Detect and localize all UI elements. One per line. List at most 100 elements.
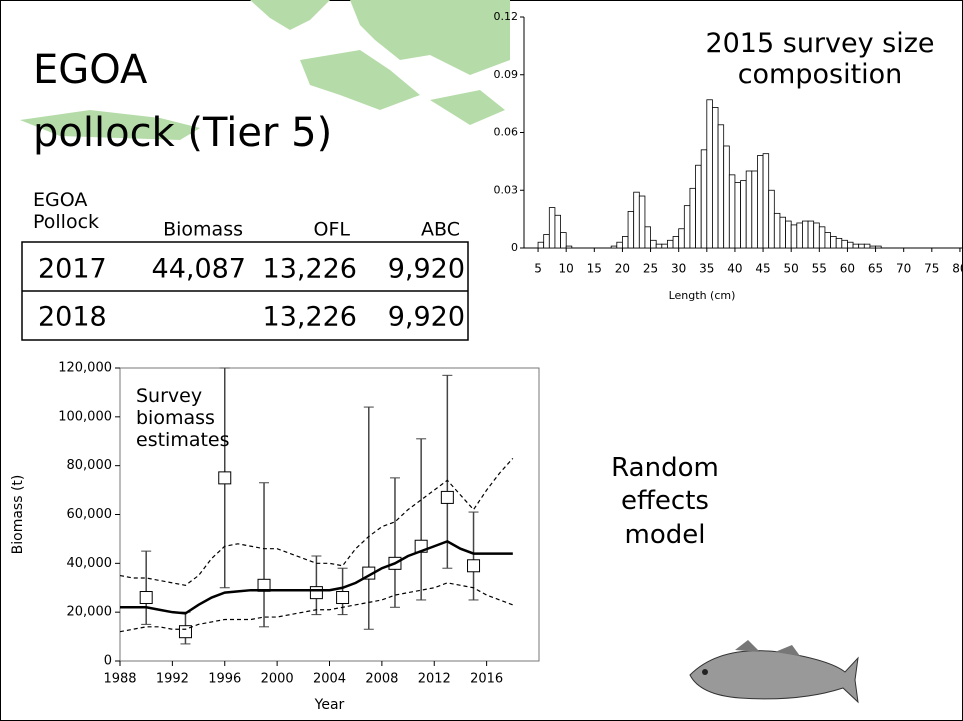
model-line — [120, 539, 513, 615]
chart-title: 2015 survey size composition — [705, 28, 935, 91]
bar — [712, 107, 719, 249]
fish — [689, 640, 859, 704]
x-tick-label: 40 — [727, 262, 742, 276]
survey-marker — [336, 591, 350, 605]
table-header: EGOA Pollock — [33, 189, 100, 233]
bar — [847, 241, 854, 249]
table-cell: 44,087 — [152, 254, 246, 285]
bar — [785, 220, 792, 249]
y-tick-label: 20,000 — [67, 605, 113, 620]
bar — [622, 236, 629, 249]
x-tick-label: 30 — [671, 262, 686, 276]
table-header: OFL — [314, 219, 351, 241]
bar — [751, 170, 758, 249]
bar — [565, 245, 573, 249]
x-tick-label: 1996 — [208, 672, 241, 687]
x-tick-label: 15 — [587, 262, 602, 276]
y-tick-label: 80,000 — [67, 458, 113, 473]
y-tick-label: 0.09 — [494, 68, 519, 81]
map — [20, 0, 510, 140]
bar — [790, 224, 798, 249]
x-axis-label: Length (cm) — [669, 289, 736, 302]
y-tick-label: 60,000 — [67, 507, 113, 522]
y-tick-label: 0.12 — [494, 10, 519, 23]
bar — [728, 174, 736, 249]
bar — [700, 149, 708, 249]
table-cell: 13,226 — [263, 254, 357, 285]
bar — [796, 222, 803, 249]
x-tick-label: 10 — [559, 262, 574, 276]
bar — [745, 170, 753, 249]
bar — [554, 214, 561, 249]
annotation: Survey biomass estimates — [136, 385, 230, 451]
bar — [835, 237, 843, 249]
table-cell: 9,920 — [388, 254, 465, 285]
bar — [830, 236, 837, 249]
x-tick-label: 2008 — [365, 672, 398, 687]
bar — [655, 243, 663, 249]
bar — [678, 228, 685, 249]
bar — [638, 195, 646, 249]
x-tick-label: 35 — [699, 262, 714, 276]
bar — [537, 241, 545, 249]
x-tick-label: 25 — [643, 262, 658, 276]
x-tick-label: 55 — [812, 262, 827, 276]
bar — [627, 211, 635, 249]
bar — [757, 155, 764, 249]
x-tick-label: 70 — [896, 262, 911, 276]
bar — [852, 243, 860, 249]
bar — [813, 222, 820, 249]
survey-marker — [218, 471, 232, 485]
table-header: ABC — [421, 219, 460, 241]
table-cell: 2018 — [38, 302, 107, 333]
bar — [667, 239, 674, 249]
table-header: Biomass — [163, 219, 243, 241]
bar — [734, 182, 741, 249]
y-tick-label: 0.03 — [494, 183, 519, 196]
bar — [610, 245, 618, 249]
bar — [672, 236, 680, 249]
x-tick-label: 2000 — [261, 672, 294, 687]
bar — [695, 164, 702, 249]
y-tick-label: 40,000 — [67, 556, 113, 571]
model-line — [120, 457, 514, 586]
bar — [633, 191, 640, 249]
x-tick-label: 50 — [784, 262, 799, 276]
bar — [548, 207, 556, 249]
survey-marker — [139, 591, 153, 605]
bar — [875, 245, 882, 249]
bar — [723, 145, 730, 249]
bar — [661, 243, 668, 249]
bar — [807, 220, 815, 249]
x-tick-label: 2004 — [313, 672, 346, 687]
x-tick-label: 1992 — [156, 672, 189, 687]
bar — [858, 243, 865, 249]
y-tick-label: 100,000 — [58, 409, 112, 424]
bar — [616, 241, 623, 249]
bar — [841, 239, 848, 249]
x-tick-label: 60 — [840, 262, 855, 276]
bar — [740, 180, 747, 249]
x-tick-label: 45 — [755, 262, 770, 276]
bar — [869, 245, 876, 249]
bar — [768, 189, 775, 249]
bar — [543, 234, 550, 249]
bar — [779, 216, 786, 249]
bar — [773, 212, 781, 249]
bar — [683, 205, 691, 249]
bar — [689, 187, 696, 249]
survey-marker — [467, 559, 481, 573]
bar — [802, 220, 809, 249]
table-cell: 2017 — [38, 254, 107, 285]
bar — [706, 99, 713, 249]
bar — [560, 232, 567, 249]
x-tick-label: 20 — [615, 262, 630, 276]
bar — [762, 153, 770, 249]
bar — [717, 124, 725, 249]
y-tick-label: 120,000 — [58, 361, 112, 376]
x-tick-label: 5 — [534, 262, 542, 276]
survey-marker — [440, 490, 454, 504]
bar — [644, 226, 651, 249]
x-tick-label: 1988 — [103, 672, 136, 687]
